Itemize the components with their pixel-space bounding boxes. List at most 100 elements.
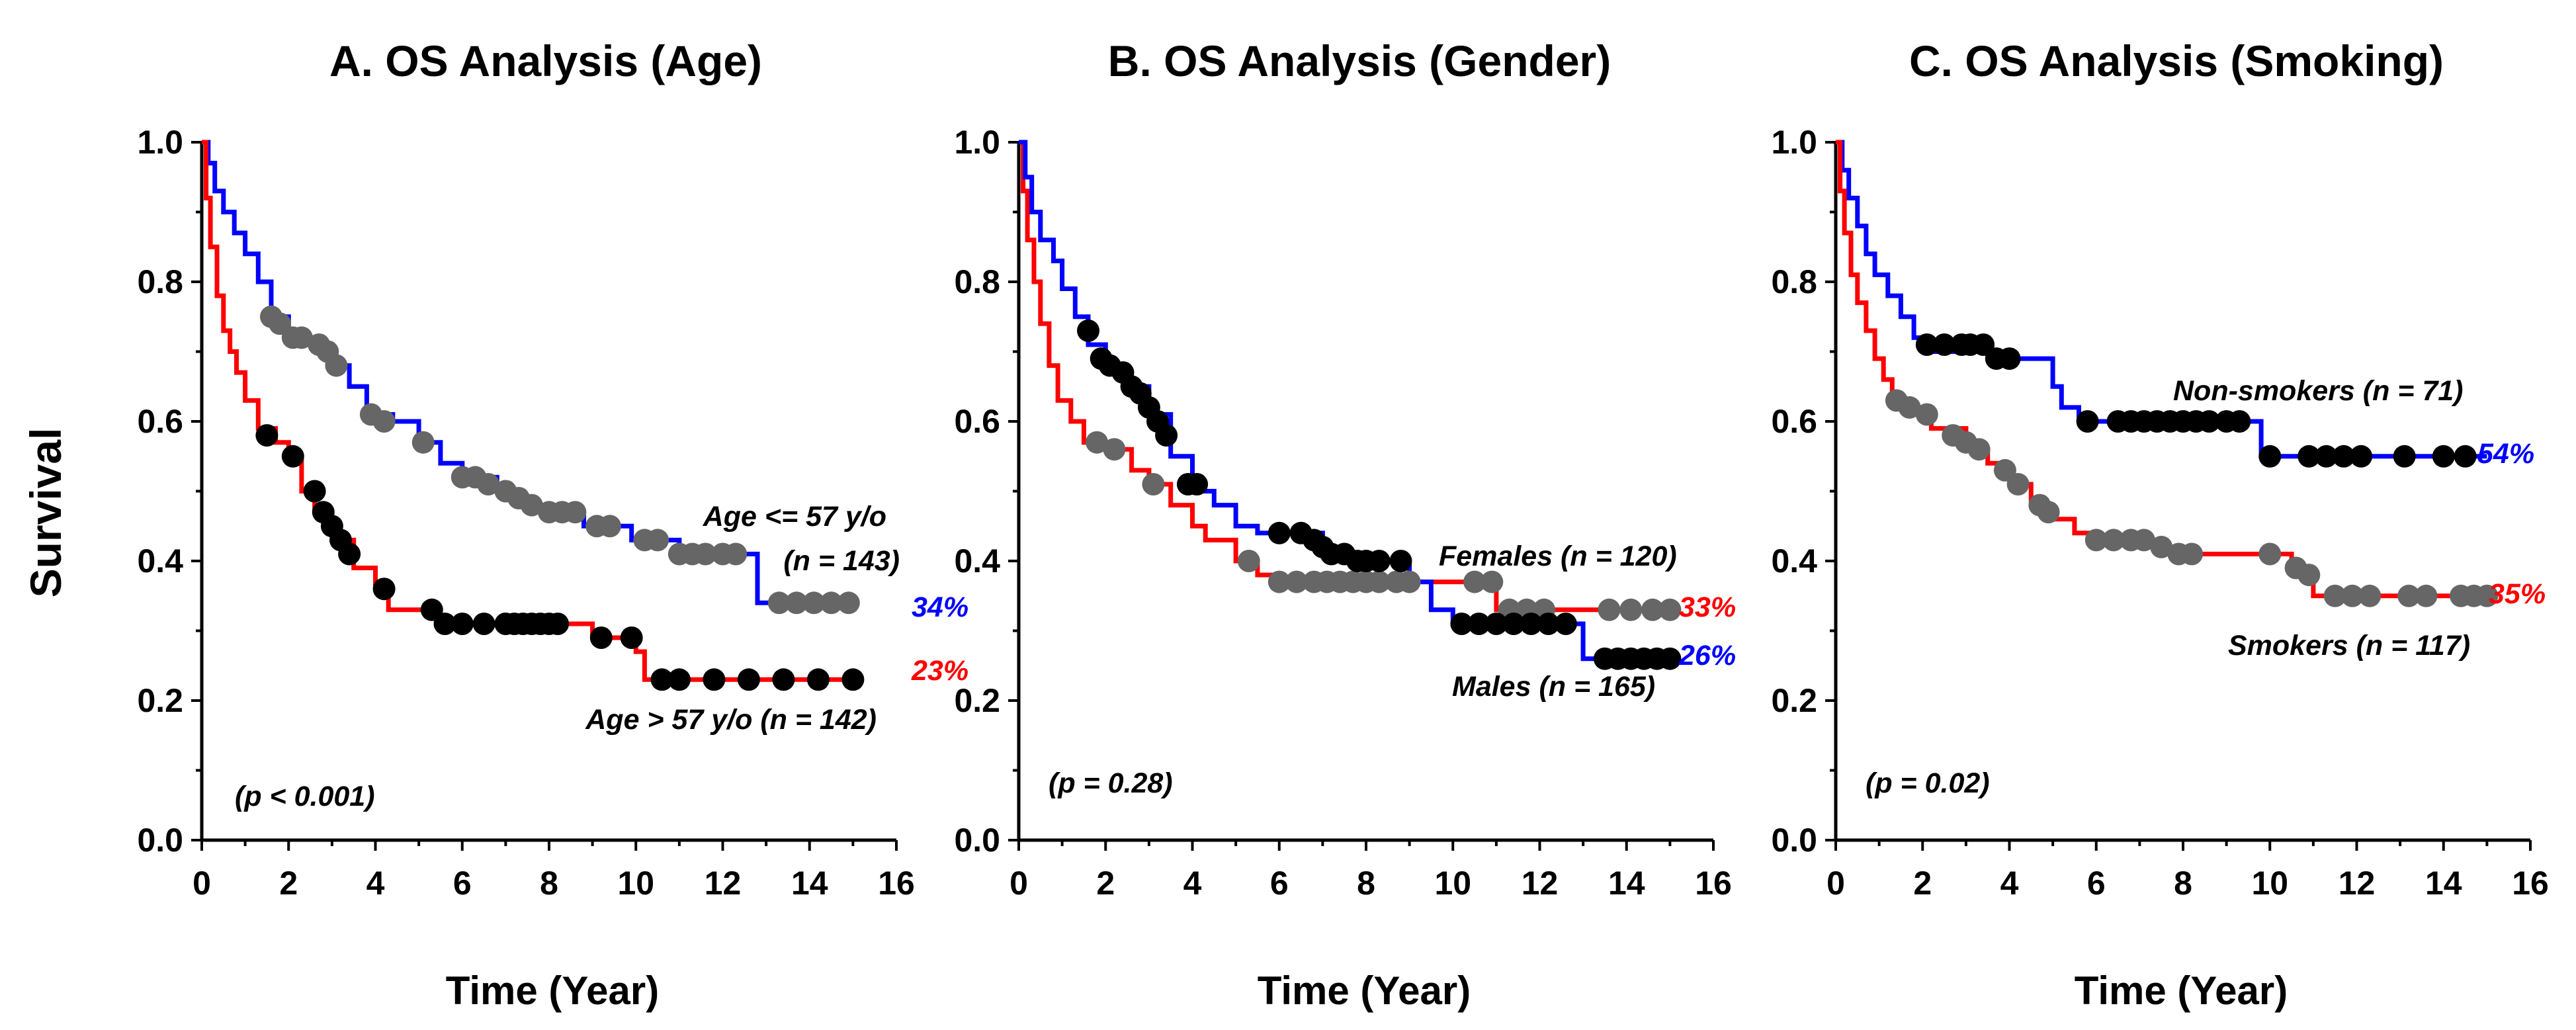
panel-c-x-tick-label: 14 (2425, 865, 2462, 902)
panel-a-y-tick-label: 0.2 (137, 682, 183, 719)
panel-a-censor-mark-0 (564, 501, 587, 524)
panel-a-censor-mark-1 (650, 668, 673, 691)
panel-c: C. OS Analysis (Smoking) 0.0 0.2 0.4 0.6 0.8… (1771, 36, 2548, 902)
series-label-females: Females (n = 120) (1439, 540, 1677, 572)
panel-c-y-tick-label: 0.8 (1771, 263, 1817, 300)
panel-b-y-tick-label: 0.4 (954, 542, 1000, 579)
panel-a-censor-mark-1 (338, 542, 361, 566)
panel-c-curve-0 (1836, 140, 2487, 459)
panel-c-censor-mark-1 (2084, 529, 2108, 552)
panel-b-censor-mark-0 (1619, 598, 1643, 621)
final-pct-age-old: 23% (911, 655, 968, 687)
panel-a-censor-mark-1 (703, 668, 726, 691)
panel-a-censor-mark-1 (372, 578, 396, 601)
final-pct-females: 33% (1679, 591, 1736, 623)
panel-a-censor-mark-1 (667, 668, 691, 691)
panel-c-censor-mark-0 (1933, 333, 1956, 356)
panel-a-censor-mark-0 (802, 591, 826, 615)
panel-a-censor-mark-1 (451, 613, 474, 635)
panel-b-censor-mark-0 (1086, 431, 1109, 454)
panel-b-x-tick-label: 16 (1695, 865, 1732, 902)
panel-a-censor-mark-1 (620, 626, 643, 649)
panel-a-censor-mark-0 (820, 591, 843, 615)
panel-b-x-tick-label: 12 (1522, 865, 1559, 902)
panel-c-y-tick-label: 0.0 (1771, 822, 1817, 859)
series-label-non-smokers: Non-smokers (n = 71) (2173, 375, 2463, 407)
panel-b-censor-mark-1 (1185, 473, 1209, 495)
panel-b-censor-mark-1 (1520, 613, 1543, 635)
panel-a-y-tick-label: 0.8 (137, 263, 183, 300)
panel-c-x-tick-label: 0 (1826, 865, 1845, 902)
panel-c-censor-mark-0 (1998, 347, 2021, 370)
panel-a-x-tick-label: 4 (366, 865, 385, 902)
panel-b-censor-mark-1 (1155, 424, 1178, 447)
panel-a-censor-mark-0 (724, 542, 748, 566)
panel-c-x-tick-label: 2 (1913, 865, 1932, 902)
panel-c-x-tick-label: 16 (2512, 865, 2549, 902)
panel-a-censor-mark-1 (841, 668, 865, 691)
panel-c-x-tick-label: 10 (2251, 865, 2288, 902)
panel-c-censor-mark-1 (1898, 396, 1921, 419)
panel-b-censor-mark-0 (1367, 570, 1391, 593)
panel-c-censor-mark-1 (2258, 542, 2282, 566)
panel-b-censor-mark-0 (1481, 570, 1504, 593)
panel-c-censor-mark-1 (2415, 584, 2438, 607)
panel-c-censor-mark-0 (2076, 410, 2099, 433)
final-pct-non-smokers: 54% (2477, 438, 2534, 470)
panel-a-x-tick-label: 2 (279, 865, 298, 902)
panel-a-censor-mark-0 (694, 542, 717, 566)
panel-b-x-axis-label: Time (Year) (1258, 968, 1471, 1013)
panel-a-y-tick-label: 0.4 (137, 542, 183, 579)
panel-c-censor-mark-1 (2323, 584, 2346, 607)
panel-a-censor-mark-1 (737, 668, 760, 691)
panel-b-censor-mark-1 (1502, 613, 1525, 635)
panel-a-censor-mark-1 (472, 613, 495, 635)
panel-a-x-tick-label: 14 (791, 865, 828, 902)
panel-a-censor-mark-0 (477, 473, 500, 495)
panel-b-censor-mark-0 (1103, 438, 1126, 461)
panel-b: B. OS Analysis (Gender) 0.0 0.2 0.4 0.6 0.8 1… (954, 36, 1736, 902)
panel-a-censor-mark-0 (325, 354, 348, 377)
panel-a-x-tick-label: 0 (193, 865, 211, 902)
panel-b-censor-mark-1 (1658, 647, 1682, 670)
panel-b-x-tick-label: 8 (1357, 865, 1375, 902)
panel-a-censor-mark-1 (772, 668, 795, 691)
panel-c-censor-mark-1 (2006, 473, 2030, 495)
series-label-males: Males (n = 165) (1452, 671, 1655, 703)
panel-c-curve-1 (1836, 140, 2487, 599)
panel-a-censor-mark-1 (806, 668, 830, 691)
panel-a-censor-mark-1 (255, 424, 279, 447)
panel-c-p-value: (p = 0.02) (1866, 767, 1990, 799)
panel-c-censor-mark-1 (2150, 535, 2173, 558)
panel-c-censor-mark-0 (2350, 445, 2373, 468)
panel-b-censor-mark-0 (1142, 473, 1165, 495)
panel-b-censor-mark-1 (1554, 613, 1577, 635)
panel-a-axes: 0.0 0.2 0.4 0.6 0.8 1.0 0 2 4 6 8 10 12 14 16 (137, 124, 914, 902)
panel-b-censor-mark-0 (1463, 570, 1486, 593)
panel-c-y-tick-label: 0.2 (1771, 682, 1817, 719)
panel-b-y-tick-label: 0.0 (954, 822, 1000, 859)
panel-a-y-tick-label: 0.0 (137, 822, 183, 859)
panel-c-censors (1885, 333, 2499, 607)
series-label-age-young-line1: Age <= 57 y/o (703, 501, 886, 533)
panel-a-censor-mark-1 (589, 626, 613, 649)
panel-a-censor-mark-0 (290, 326, 313, 349)
panel-b-censor-mark-1 (1467, 613, 1490, 635)
panel-c-censor-mark-0 (2332, 445, 2355, 468)
panel-a-censor-mark-0 (767, 591, 791, 615)
panel-a: A. OS Analysis (Age) 0.00.20.40.60.81.00… (137, 36, 968, 902)
panel-c-y-tick-label: 0.6 (1771, 403, 1817, 440)
panel-c-censor-mark-0 (2228, 410, 2251, 433)
panel-a-censor-mark-0 (520, 494, 543, 517)
panel-c-axes: 0.0 0.2 0.4 0.6 0.8 1.0 0 2 4 6 8 10 12 14 16 (1771, 124, 2548, 902)
panel-a-censor-mark-0 (785, 591, 808, 615)
panel-b-censor-mark-0 (1598, 598, 1621, 621)
panel-b-censor-mark-1 (1450, 613, 1473, 635)
panel-b-p-value: (p = 0.28) (1049, 767, 1173, 799)
panel-c-censor-mark-1 (2397, 584, 2421, 607)
panel-b-axes: 0.0 0.2 0.4 0.6 0.8 1.0 0 2 4 6 8 10 12 14 16 (954, 124, 1731, 902)
panel-c-censor-mark-1 (2102, 529, 2125, 552)
panel-b-x-tick-label: 6 (1270, 865, 1289, 902)
panel-b-y-tick-label: 0.8 (954, 263, 1000, 300)
panel-a-censor-mark-1 (546, 613, 570, 635)
